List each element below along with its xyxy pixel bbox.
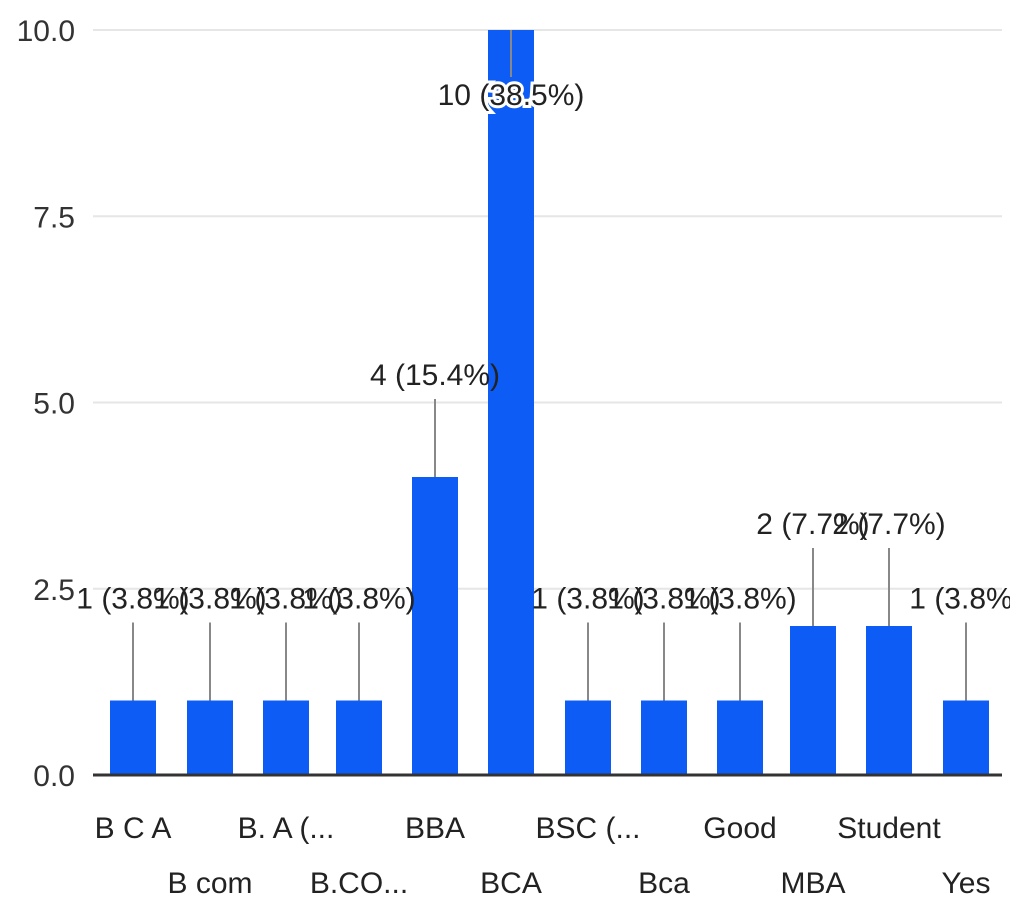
data-label: 1 (3.8%) bbox=[153, 583, 266, 616]
data-label: 2 (7.7%) bbox=[756, 508, 869, 541]
x-category-label: B. A (... bbox=[238, 812, 335, 845]
bar bbox=[717, 700, 763, 775]
y-tick-label: 7.5 bbox=[33, 201, 75, 234]
data-label-leaders bbox=[132, 30, 967, 701]
x-category-label: B com bbox=[167, 867, 252, 900]
x-axis-labels: B C A B com B. A (... B.CO... BBA BCA BSC (...… bbox=[95, 812, 991, 900]
bar bbox=[866, 626, 912, 775]
bar bbox=[110, 700, 156, 775]
x-category-label: Student bbox=[837, 812, 941, 845]
data-label: 4 (15.4%) bbox=[370, 359, 500, 392]
bar bbox=[488, 30, 534, 775]
y-tick-label: 2.5 bbox=[33, 574, 75, 607]
bar bbox=[187, 700, 233, 775]
data-label: 1 (3.8%) bbox=[683, 583, 796, 616]
data-labels: 1 (3.8%)1 (3.8%)1 (3.8%)1 (3.8%)4 (15.4%… bbox=[76, 76, 1010, 616]
x-category-label: Bca bbox=[638, 867, 690, 900]
bar bbox=[641, 700, 687, 775]
data-label: 1 (3.8%) bbox=[229, 583, 342, 616]
bar bbox=[943, 700, 989, 775]
data-label: 1 (3.8%) bbox=[909, 583, 1010, 616]
bar bbox=[412, 477, 458, 775]
bar bbox=[263, 700, 309, 775]
data-label: 1 (3.8%) bbox=[302, 583, 415, 616]
data-label: 2 (7.7%) bbox=[832, 508, 945, 541]
x-category-label: BBA bbox=[405, 812, 465, 845]
x-category-label: MBA bbox=[780, 867, 845, 900]
x-category-label: Good bbox=[703, 812, 776, 845]
x-category-label: BCA bbox=[480, 867, 542, 900]
x-category-label: Yes bbox=[942, 867, 991, 900]
gridlines bbox=[93, 29, 1002, 590]
data-label: 1 (3.8%) bbox=[531, 583, 644, 616]
x-category-label: BSC (... bbox=[535, 812, 640, 845]
data-label: 1 (3.8%) bbox=[76, 583, 189, 616]
y-axis-ticks: 0.0 2.5 5.0 7.5 10.0 bbox=[17, 15, 75, 793]
x-category-label: B C A bbox=[95, 812, 172, 845]
bar bbox=[565, 700, 611, 775]
bar bbox=[336, 700, 382, 775]
y-tick-label: 5.0 bbox=[33, 388, 75, 421]
y-tick-label: 0.0 bbox=[33, 760, 75, 793]
data-label: 1 (3.8%) bbox=[607, 583, 720, 616]
data-label: 10 (38.5%) bbox=[438, 79, 585, 112]
x-category-label: B.CO... bbox=[310, 867, 408, 900]
y-tick-label: 10.0 bbox=[17, 15, 75, 48]
bars bbox=[110, 30, 989, 775]
bar bbox=[790, 626, 836, 775]
